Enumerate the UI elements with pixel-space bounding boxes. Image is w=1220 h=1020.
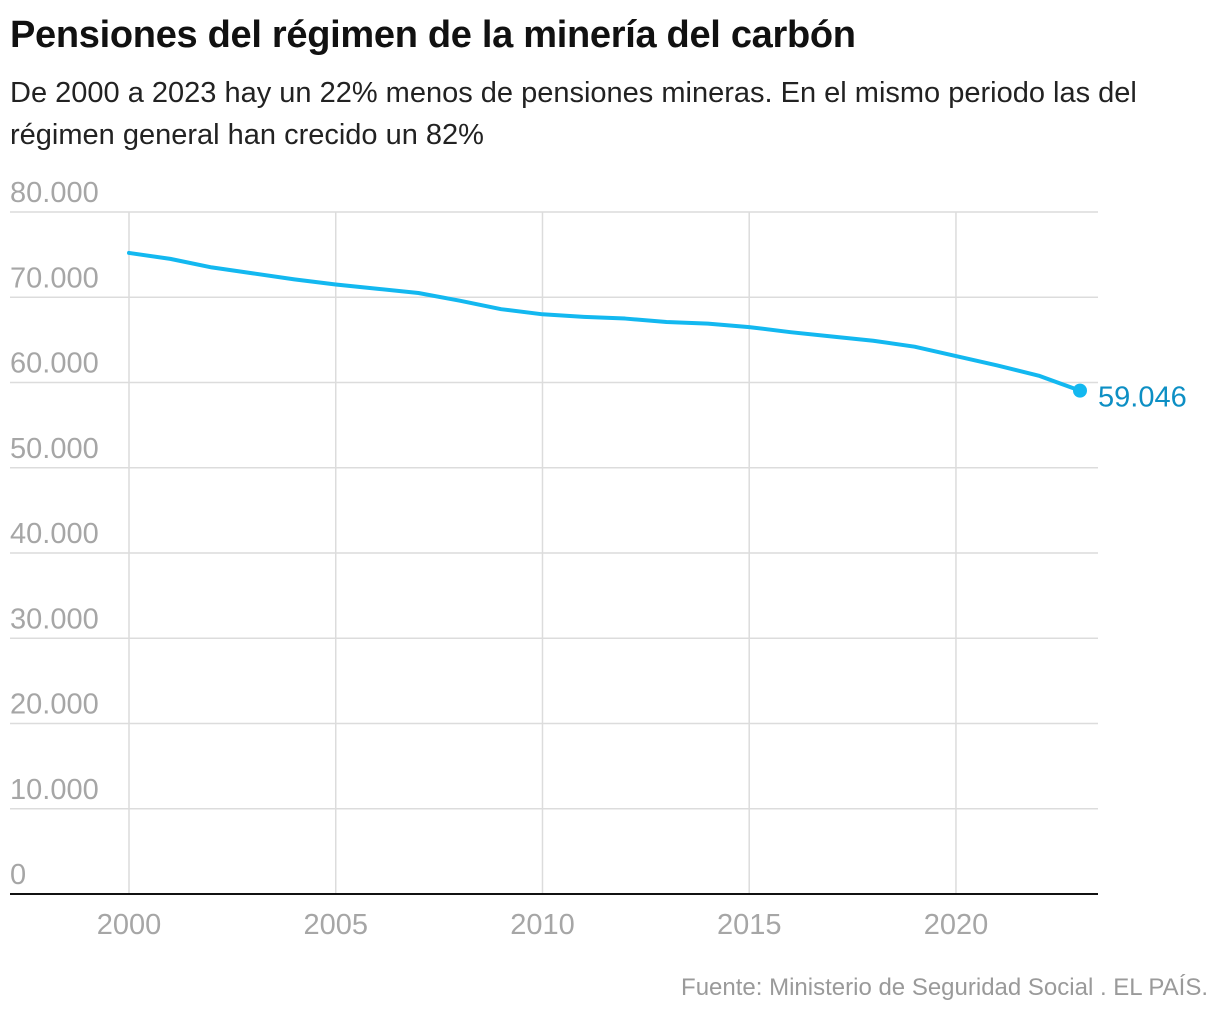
y-tick-label-0: 0 [10,859,26,891]
series-line-pensiones [127,250,1082,393]
y-tick-label-80.000: 80.000 [10,177,99,209]
last-data-point [1073,383,1087,398]
x-tick-label-2015: 2015 [717,909,782,941]
x-axis-tick-labels: 2000 2005 2010 2015 2020 [97,909,988,941]
y-tick-label-20.000: 20.000 [10,689,99,721]
chart-subtitle: De 2000 a 2023 hay un 22% menos de pensi… [10,77,1137,151]
y-tick-label-50.000: 50.000 [10,433,99,465]
y-tick-label-60.000: 60.000 [10,348,99,380]
x-tick-label-2020: 2020 [924,909,989,941]
y-tick-label-30.000: 30.000 [10,603,99,635]
horizontal-gridlines [10,211,1098,810]
last-value-label: 59.046 [1098,382,1187,414]
y-axis-tick-labels: 0 10.000 20.000 30.000 40.000 50.000 60.000 70.… [10,177,99,891]
x-tick-label-2005: 2005 [303,909,368,941]
line-chart: 0 10.000 20.000 30.000 40.000 50.000 60.000 70.… [10,177,1187,941]
x-tick-label-2000: 2000 [97,909,162,941]
chart-title: Pensiones del régimen de la minería del … [10,14,856,56]
y-tick-label-10.000: 10.000 [10,774,99,806]
y-tick-label-40.000: 40.000 [10,518,99,550]
source-note: Fuente: Ministerio de Seguridad Social .… [681,974,1208,1001]
y-tick-label-70.000: 70.000 [10,262,99,294]
x-tick-label-2010: 2010 [510,909,575,941]
